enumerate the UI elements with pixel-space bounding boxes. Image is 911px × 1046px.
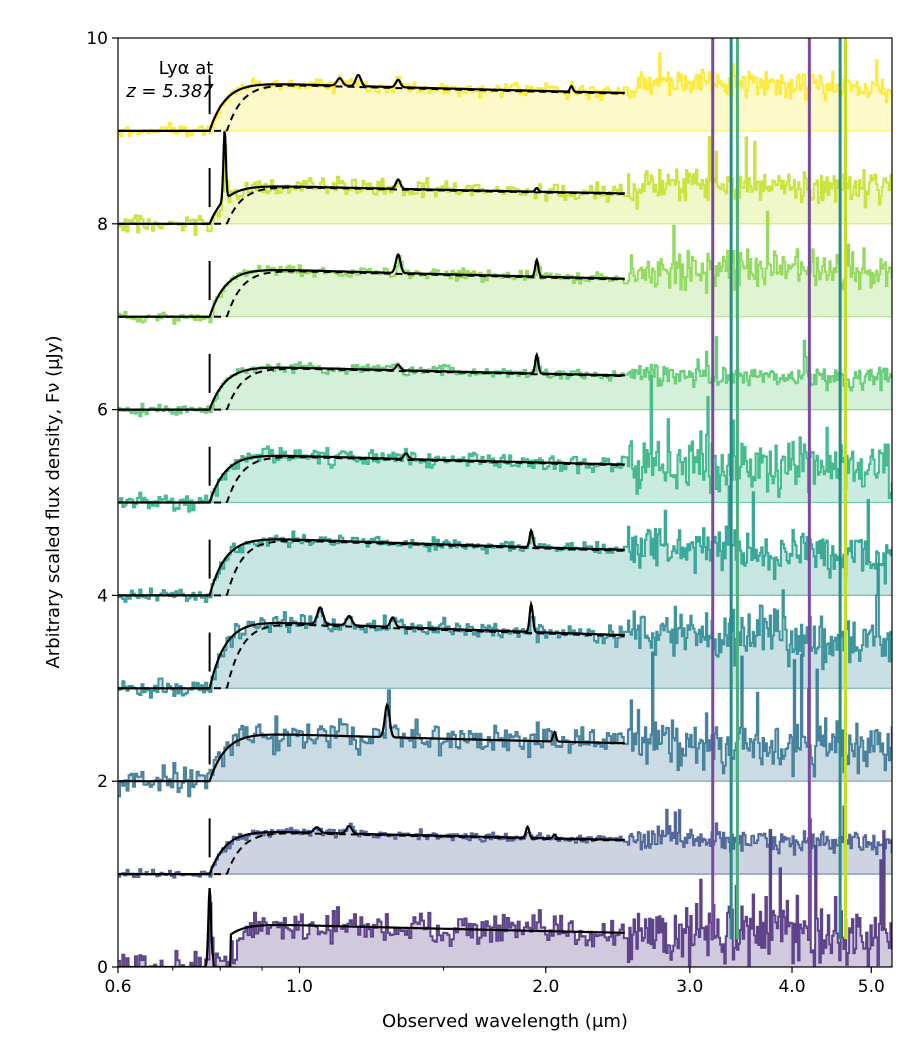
y-tick-label-3: 4 <box>97 586 108 606</box>
spectrum-offset-1-model <box>118 824 625 876</box>
spectrum-offset-5 <box>118 375 892 513</box>
spectrum-offset-9-fill <box>118 53 892 137</box>
spectrum-offset-9 <box>118 52 892 138</box>
spectrum-offset-8 <box>118 130 892 236</box>
x-axis-label: Observed wavelength (μm) <box>382 1011 628 1032</box>
y-tick-label-2: 2 <box>97 772 108 792</box>
spectrum-offset-8-data <box>118 136 892 236</box>
y-axis-label: Arbitrary scaled flux density, Fν (μJy) <box>43 335 64 668</box>
spectrum-offset-0-model <box>118 888 625 967</box>
spectrum-offset-2 <box>118 651 892 798</box>
lya-annotation-line1: Lyα at <box>159 58 214 79</box>
spectrum-offset-5-model <box>118 452 625 504</box>
x-tick-label-1: 0.6 <box>104 977 131 997</box>
y-tick-label-4: 6 <box>97 401 108 421</box>
x-tick-label-4: 3.0 <box>676 977 703 997</box>
spectrum-offset-2-fill <box>118 652 892 797</box>
spectrum-offset-6-model <box>118 351 625 411</box>
y-tick-label-6: 10 <box>86 29 108 49</box>
y-tick-label-5: 8 <box>97 215 108 235</box>
spectrum-offset-8-fill <box>118 137 892 235</box>
spectrum-offset-6-fill <box>118 337 892 417</box>
spectrum-offset-0-data <box>118 818 892 967</box>
spectrum-offset-2-model <box>118 702 625 783</box>
x-tick-label-5: 4.0 <box>778 977 805 997</box>
spectrum-offset-3 <box>118 563 892 699</box>
x-tick-label-3: 2.0 <box>532 977 559 997</box>
plot-area <box>118 38 892 967</box>
spectrum-offset-1-fill <box>118 806 892 878</box>
spectrum-offset-0 <box>118 818 892 967</box>
spectrum-offset-6 <box>118 336 892 418</box>
spectrum-offset-9-model <box>118 74 625 132</box>
spectrum-offset-6-data <box>118 336 892 418</box>
spectrum-offset-3-fill <box>118 564 892 698</box>
lya-annotation: Lyα at z = 5.387 <box>125 58 214 102</box>
spectrum-offset-4-model <box>118 527 625 597</box>
spectrum-offset-7-model <box>118 253 625 318</box>
spectrum-offset-8-model <box>118 130 625 225</box>
x-tick-label-6: 5.0 <box>858 977 885 997</box>
spectrum-offset-2-data <box>118 651 892 798</box>
spectrum-offset-3-data <box>118 563 892 699</box>
spectrum-offset-3-model <box>118 600 625 690</box>
spectrum-offset-7-fill <box>118 211 892 324</box>
spectrum-offset-4 <box>118 485 892 603</box>
axis-ticks: 0.6 1.0 2.0 3.0 4.0 5.0 0 2 4 6 8 10 <box>86 29 884 997</box>
spectrum-offset-5-fill <box>118 376 892 512</box>
y-tick-label-1: 0 <box>97 958 108 978</box>
spectrum-offset-7 <box>118 210 892 325</box>
plot-frame <box>117 37 893 968</box>
x-tick-label-2: 1.0 <box>286 977 313 997</box>
lya-annotation-line2: z = 5.387 <box>125 81 214 102</box>
spectrum-offset-1 <box>118 805 892 879</box>
